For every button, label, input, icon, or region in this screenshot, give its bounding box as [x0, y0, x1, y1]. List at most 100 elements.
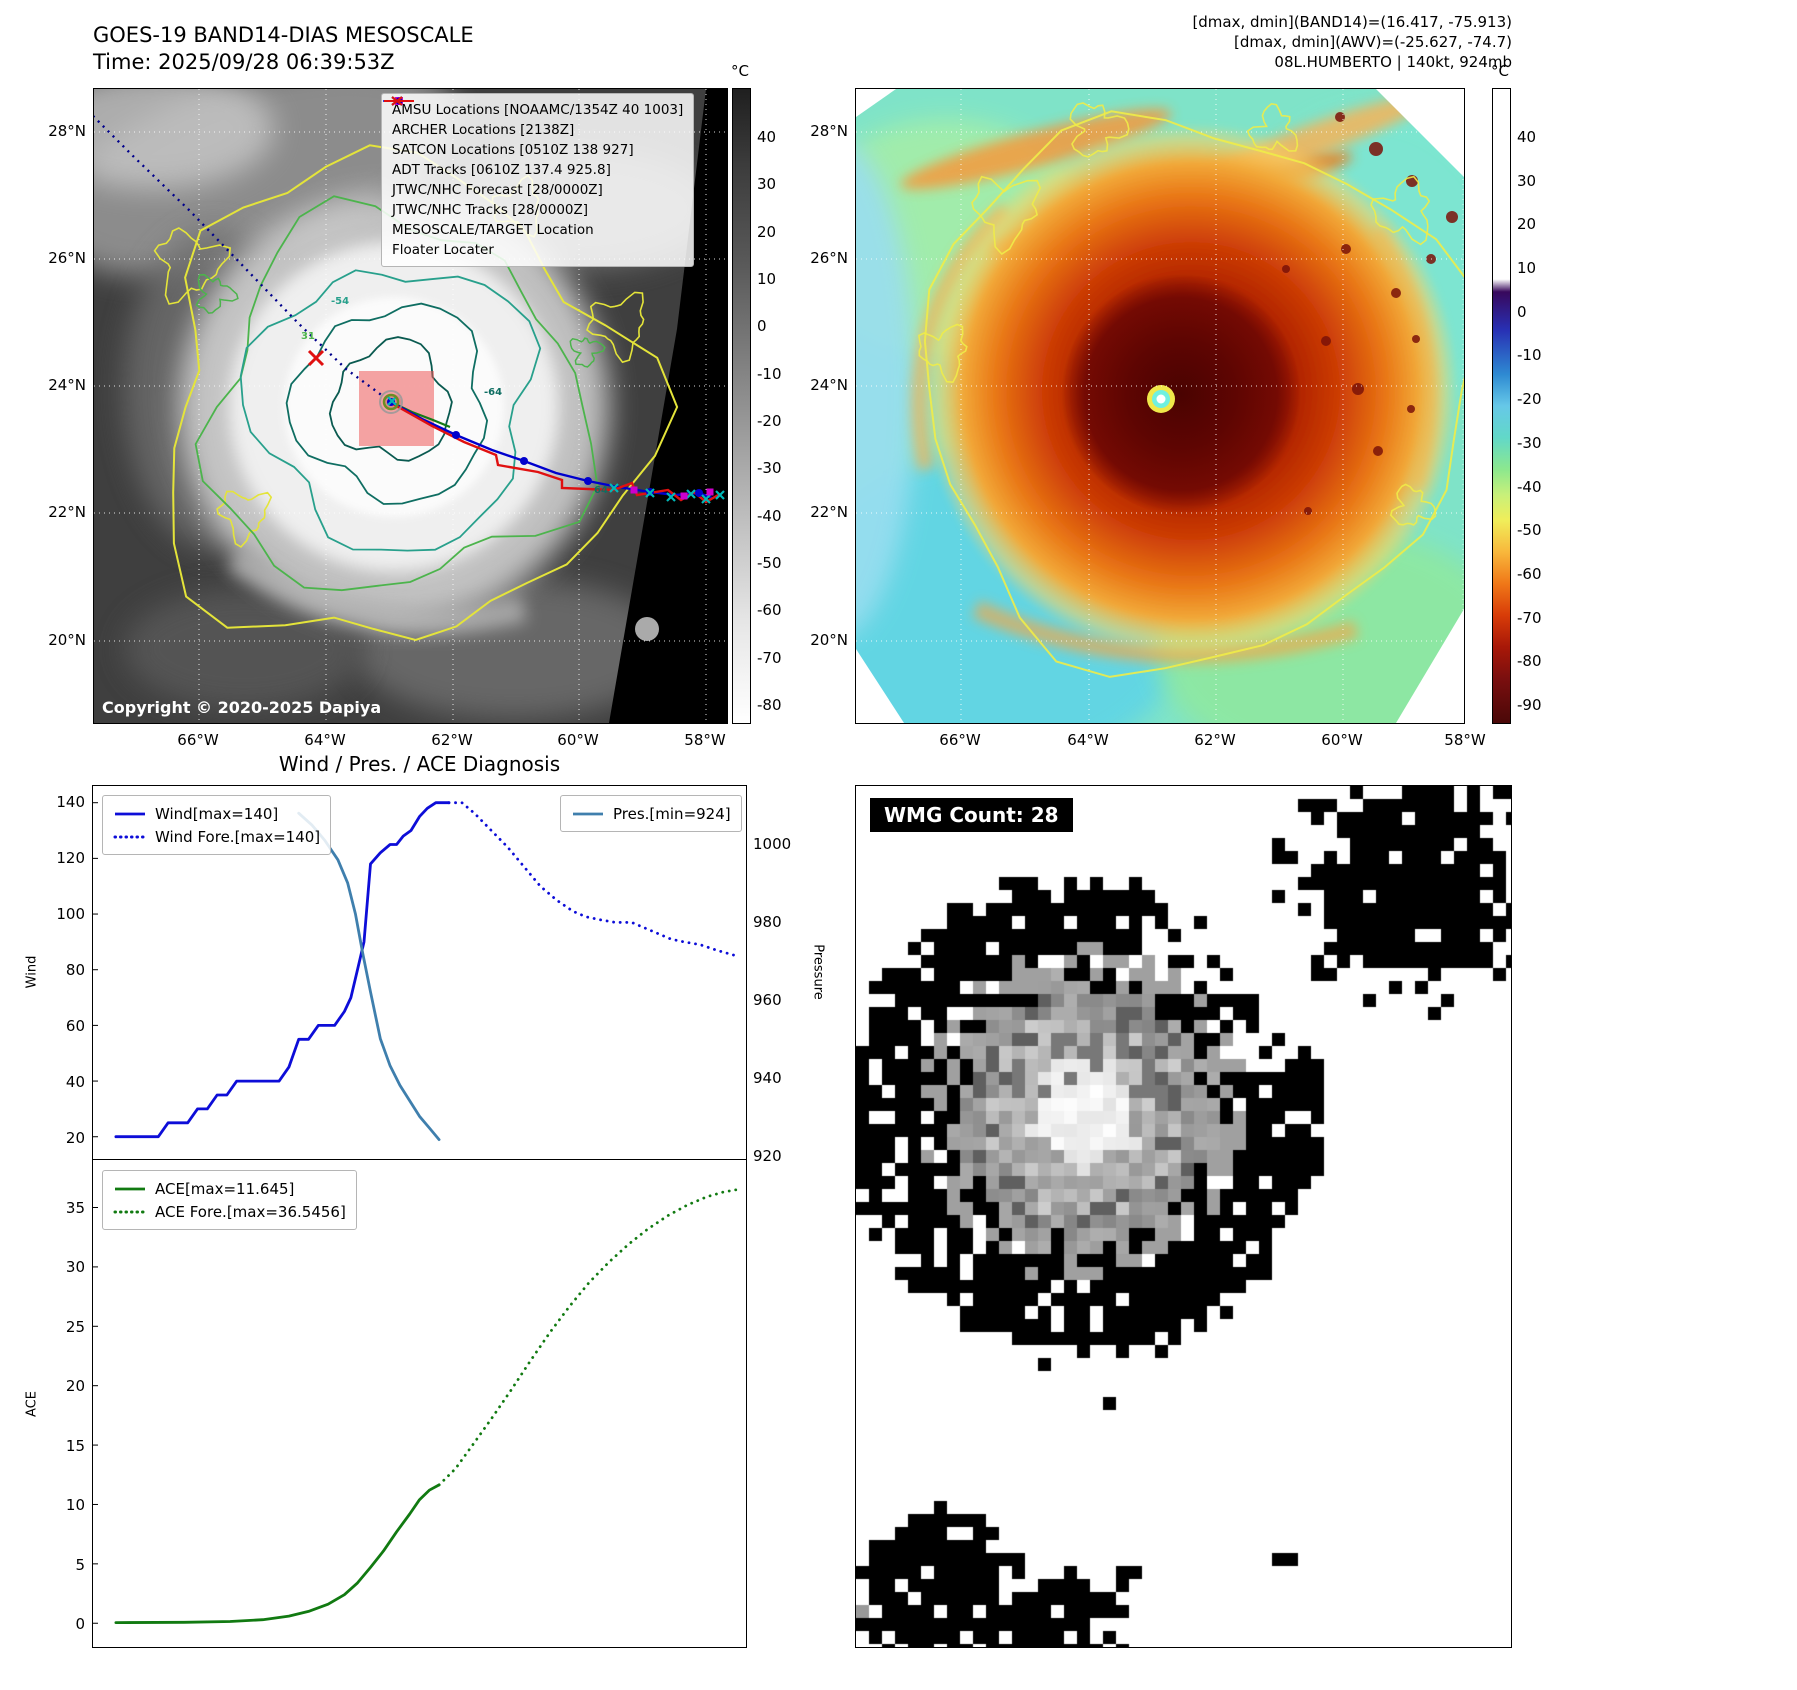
tl-subtitle: Time: 2025/09/28 06:39:53Z [93, 50, 395, 74]
tick-label: 30 [65, 1258, 85, 1277]
tr-header-line3: 08L.HUMBERTO | 140kt, 924mb [1274, 53, 1512, 71]
tl-contours [153, 144, 679, 642]
pressure-axis-label: Pressure [810, 944, 826, 1000]
legend-item: JTWC/NHC Tracks [28/0000Z] [384, 97, 683, 220]
tick-label: 20 [1517, 215, 1537, 234]
legend-item-label: ARCHER Locations [2138Z] [392, 122, 575, 138]
legend-item: Floater Locater [384, 100, 683, 260]
ace-chart [92, 1160, 747, 1648]
wmg-panel: WMG Count: 28 [855, 785, 1512, 1648]
tick-label: 0 [75, 1615, 85, 1634]
tick-label: 10 [65, 1496, 85, 1515]
tick-label: 58°W [684, 731, 726, 749]
tick-label: 100 [56, 904, 85, 923]
legend-item: Wind[max=140] [113, 802, 320, 825]
legend-item: ARCHER Locations [2138Z] [392, 97, 683, 140]
tick-label: 26°N [48, 249, 86, 267]
tr-map-plot [855, 88, 1465, 724]
tick-label: 28°N [48, 122, 86, 140]
tick-label: 940 [753, 1068, 782, 1087]
legend-item: AMSU Locations [NOAAMC/1354Z 40 1003] [392, 97, 684, 120]
tick-label: 30 [1517, 171, 1537, 190]
jtwc-track [390, 400, 713, 500]
tick-label: -70 [1517, 608, 1542, 627]
tick-label: 10 [757, 269, 777, 288]
tick-label: -30 [1517, 433, 1542, 452]
tick-label: 66°W [177, 731, 219, 749]
tick-label: 58°W [1444, 731, 1486, 749]
tick-label: -60 [1517, 564, 1542, 583]
tick-label: 28°N [810, 122, 848, 140]
tr-header-line1: [dmax, dmin](BAND14)=(16.417, -75.913) [1192, 13, 1512, 31]
tl-legend: AMSU Locations [NOAAMC/1354Z 40 1003] ARC… [381, 93, 695, 267]
tick-label: -10 [757, 364, 782, 383]
tick-label: 80 [65, 960, 85, 979]
legend-item: SATCON Locations [0510Z 138 927] [391, 96, 683, 160]
tr-contours [918, 102, 1464, 678]
pres-legend: Pres.[min=924] [560, 795, 742, 832]
tl-title-block: GOES-19 BAND14-DIAS MESOSCALE Time: 2025… [93, 22, 474, 76]
tl-tracks [94, 115, 725, 504]
legend-item-label: JTWC/NHC Tracks [28/0000Z] [392, 202, 589, 218]
legend-item: ACE Fore.[max=36.5456] [113, 1200, 346, 1223]
tick-label: 15 [65, 1436, 85, 1455]
tick-label: 5 [75, 1555, 85, 1574]
tick-label: 1000 [753, 834, 792, 853]
legend-item: Wind Fore.[max=140] [113, 825, 320, 848]
tick-label: 22°N [48, 503, 86, 521]
tl-colorbar [732, 88, 751, 724]
tick-label: 20°N [810, 631, 848, 649]
legend-item-label: JTWC/NHC Forecast [28/0000Z] [392, 182, 603, 198]
wind-legend: Wind[max=140] Wind Fore.[max=140] [102, 795, 332, 855]
tick-label: 120 [56, 848, 85, 867]
legend-item-label: Wind[max=140] [155, 804, 279, 823]
contour-value-label: -54 [331, 296, 350, 307]
legend-item: ACE[max=11.645] [113, 1177, 346, 1200]
tl-map-plot: AMSU Locations [NOAAMC/1354Z 40 1003] ARC… [93, 88, 728, 724]
storm-center-outer-ring [379, 390, 403, 414]
legend-item: MESOSCALE/TARGET Location [391, 96, 683, 240]
tick-label: -10 [1517, 346, 1542, 365]
copyright-text: Copyright © 2020-2025 Dapiya [102, 698, 382, 717]
tick-label: -30 [757, 459, 782, 478]
tick-label: -40 [1517, 477, 1542, 496]
tr-satellite-image [856, 89, 1464, 723]
contour-value-label: -64 [484, 387, 503, 398]
legend-item-label: AMSU Locations [NOAAMC/1354Z 40 1003] [392, 102, 684, 118]
tick-label: 62°W [1194, 731, 1236, 749]
legend-item-label: MESOSCALE/TARGET Location [392, 222, 594, 238]
legend-item: JTWC/NHC Forecast [28/0000Z] [383, 100, 683, 200]
legend-item-label: ACE[max=11.645] [155, 1179, 295, 1198]
tick-label: -90 [1517, 695, 1542, 714]
tick-label: 66°W [939, 731, 981, 749]
tick-label: 40 [757, 128, 777, 146]
tick-label: -60 [757, 601, 782, 620]
tr-header-block: [dmax, dmin](BAND14)=(16.417, -75.913) [… [1000, 12, 1512, 72]
tick-label: 10 [1517, 259, 1537, 278]
legend-item: ADT Tracks [0610Z 137.4 925.8] [384, 100, 683, 180]
tick-label: -70 [757, 648, 782, 667]
mesoscale-target-box [359, 371, 434, 446]
tick-label: 40 [65, 1072, 85, 1091]
wmg-pixel-image [856, 786, 1511, 1647]
tick-label: 60 [65, 1016, 85, 1035]
tick-label: 20 [757, 222, 777, 241]
tick-label: -80 [757, 695, 782, 714]
tick-label: 24°N [810, 376, 848, 394]
tick-label: 0 [1517, 302, 1527, 321]
tick-label: -20 [1517, 390, 1542, 409]
legend-item-label: ADT Tracks [0610Z 137.4 925.8] [392, 162, 611, 178]
wmg-count-badge: WMG Count: 28 [870, 798, 1073, 832]
tick-label: -40 [757, 506, 782, 525]
tick-label: 60°W [1321, 731, 1363, 749]
legend-item-label: ACE Fore.[max=36.5456] [155, 1202, 346, 1221]
tick-label: 20°N [48, 631, 86, 649]
tick-label: 25 [65, 1317, 85, 1336]
legend-item-label: Wind Fore.[max=140] [155, 827, 321, 846]
eye-center [1156, 394, 1166, 404]
tick-label: 62°W [431, 731, 473, 749]
tl-title: GOES-19 BAND14-DIAS MESOSCALE [93, 23, 474, 47]
tr-gridlines [856, 89, 1464, 723]
ace-legend: ACE[max=11.645] ACE Fore.[max=36.5456] [102, 1170, 357, 1230]
tick-label: 960 [753, 990, 782, 1009]
